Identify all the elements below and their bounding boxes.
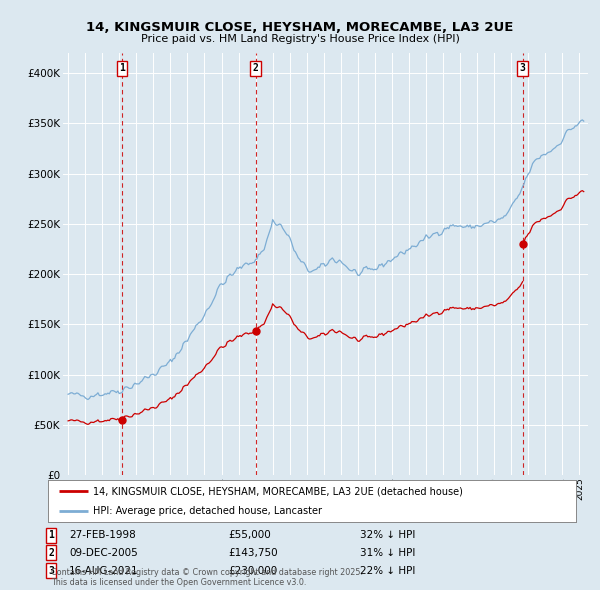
Text: Contains HM Land Registry data © Crown copyright and database right 2025.
This d: Contains HM Land Registry data © Crown c… bbox=[51, 568, 363, 587]
Text: 14, KINGSMUIR CLOSE, HEYSHAM, MORECAMBE, LA3 2UE: 14, KINGSMUIR CLOSE, HEYSHAM, MORECAMBE,… bbox=[86, 21, 514, 34]
Text: 2: 2 bbox=[253, 63, 259, 73]
Text: 3: 3 bbox=[48, 566, 54, 575]
Text: 31% ↓ HPI: 31% ↓ HPI bbox=[360, 548, 415, 558]
Text: 32% ↓ HPI: 32% ↓ HPI bbox=[360, 530, 415, 540]
Text: 1: 1 bbox=[119, 63, 125, 73]
Text: 09-DEC-2005: 09-DEC-2005 bbox=[69, 548, 138, 558]
Text: HPI: Average price, detached house, Lancaster: HPI: Average price, detached house, Lanc… bbox=[93, 506, 322, 516]
Text: £143,750: £143,750 bbox=[228, 548, 278, 558]
Text: 1: 1 bbox=[48, 530, 54, 540]
Text: 16-AUG-2021: 16-AUG-2021 bbox=[69, 566, 139, 575]
Text: 2: 2 bbox=[48, 548, 54, 558]
Text: 3: 3 bbox=[520, 63, 526, 73]
Text: £230,000: £230,000 bbox=[228, 566, 277, 575]
Text: Price paid vs. HM Land Registry's House Price Index (HPI): Price paid vs. HM Land Registry's House … bbox=[140, 34, 460, 44]
Text: 22% ↓ HPI: 22% ↓ HPI bbox=[360, 566, 415, 575]
Text: 14, KINGSMUIR CLOSE, HEYSHAM, MORECAMBE, LA3 2UE (detached house): 14, KINGSMUIR CLOSE, HEYSHAM, MORECAMBE,… bbox=[93, 486, 463, 496]
Text: 27-FEB-1998: 27-FEB-1998 bbox=[69, 530, 136, 540]
Text: £55,000: £55,000 bbox=[228, 530, 271, 540]
